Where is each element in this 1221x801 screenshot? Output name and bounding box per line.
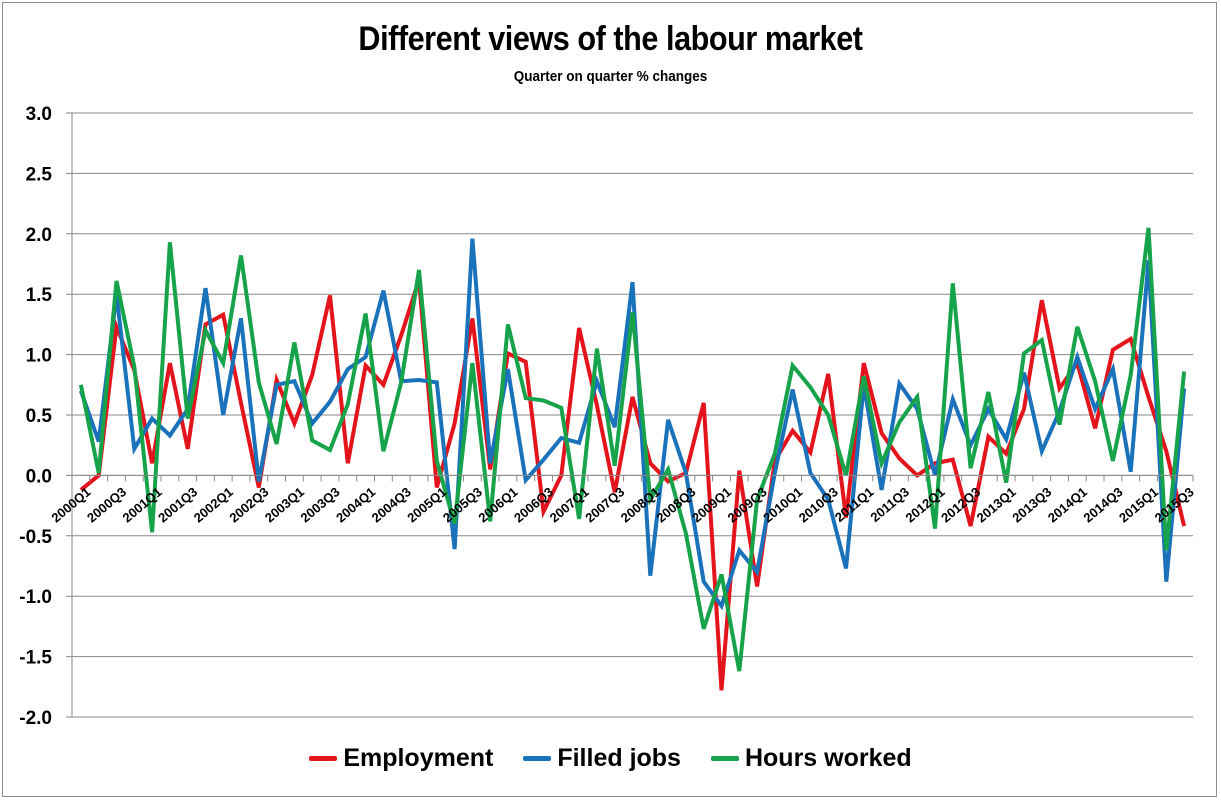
x-tick-label: 2001Q1 bbox=[120, 484, 165, 525]
y-axis-ticks: 3.0 2.5 2.0 1.5 1.0 0.5 0.0 -0.5 -1.0 -1.5 -2.0 bbox=[19, 104, 52, 729]
y-tick-label: 3.0 bbox=[26, 104, 52, 125]
legend-label: Hours worked bbox=[744, 744, 912, 772]
y-tick-label: 1.0 bbox=[26, 346, 52, 367]
x-tick-label: 2013Q3 bbox=[1009, 484, 1054, 525]
x-axis: 2000Q12000Q32001Q12001Q32002Q12002Q32003… bbox=[48, 474, 1197, 525]
legend-item-filled-jobs: Filled jobs bbox=[523, 744, 681, 773]
y-tick-label: -1.0 bbox=[19, 587, 52, 608]
y-tick-label: 1.5 bbox=[26, 285, 53, 306]
y-tick-label: 0.0 bbox=[26, 466, 52, 487]
x-tick-label: 2006Q1 bbox=[475, 484, 520, 525]
x-tick-label: 2007Q3 bbox=[582, 484, 627, 525]
legend-label: Filled jobs bbox=[557, 744, 681, 772]
x-tick-label: 2001Q3 bbox=[155, 484, 200, 525]
y-tick-label: -2.0 bbox=[19, 708, 52, 729]
x-tick-label: 2015Q1 bbox=[1116, 484, 1161, 525]
x-tick-label: 2003Q3 bbox=[298, 484, 343, 525]
x-tick-label: 2011Q3 bbox=[867, 484, 912, 525]
y-tick-label: -1.5 bbox=[19, 648, 52, 669]
x-tick-label: 2013Q1 bbox=[974, 484, 1019, 525]
x-tick-label: 2000Q3 bbox=[84, 484, 129, 525]
x-tick-label: 2004Q1 bbox=[333, 484, 378, 525]
x-tick-label: 2014Q1 bbox=[1045, 484, 1090, 525]
x-tick-label: 2000Q1 bbox=[48, 484, 93, 525]
x-tick-label: 2012Q1 bbox=[903, 484, 948, 525]
legend-item-employment: Employment bbox=[309, 744, 493, 773]
series-line-filled-jobs bbox=[79, 238, 1187, 611]
x-tick-label: 2006Q3 bbox=[511, 484, 556, 525]
y-tick-label: 2.5 bbox=[26, 164, 53, 185]
series-line-hours-worked bbox=[78, 227, 1187, 672]
chart-title: Different views of the labour market bbox=[358, 20, 863, 58]
chart-subtitle: Quarter on quarter % changes bbox=[513, 68, 708, 85]
x-tick-label: 2002Q3 bbox=[226, 484, 271, 525]
series-line-employment bbox=[79, 279, 1187, 691]
y-tick-label: -0.5 bbox=[19, 527, 52, 548]
x-tick-label: 2005Q1 bbox=[404, 484, 449, 525]
x-tick-label: 2014Q3 bbox=[1080, 484, 1125, 525]
x-tick-label: 2003Q1 bbox=[262, 484, 307, 525]
legend-swatch-filled-jobs bbox=[523, 756, 552, 761]
legend-label: Employment bbox=[343, 744, 494, 772]
series-lines bbox=[78, 227, 1187, 691]
legend: Employment Filled jobs Hours worked bbox=[0, 744, 1221, 773]
legend-swatch-employment bbox=[309, 756, 338, 761]
legend-swatch-hours-worked bbox=[710, 756, 739, 761]
legend-item-hours-worked: Hours worked bbox=[710, 744, 912, 773]
x-tick-label: 2002Q1 bbox=[191, 484, 236, 525]
y-tick-label: 0.5 bbox=[26, 406, 53, 427]
y-tick-label: 2.0 bbox=[26, 225, 52, 246]
x-tick-label: 2004Q3 bbox=[369, 484, 414, 525]
